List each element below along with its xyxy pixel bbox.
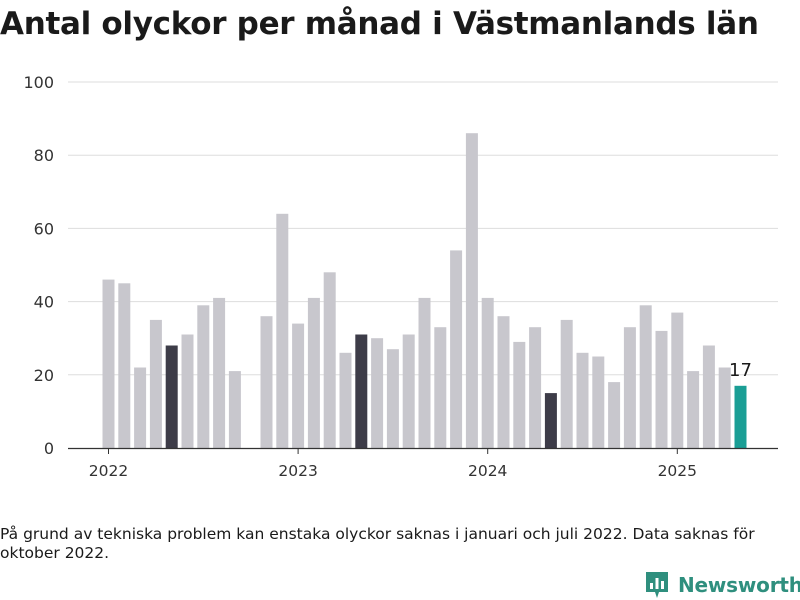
bar-chart: 0 20 40 60 80 100 2022 2023 2024 2025 17 xyxy=(23,73,778,480)
bar xyxy=(102,279,115,448)
bar xyxy=(544,393,557,448)
bar xyxy=(465,133,478,448)
bar xyxy=(165,345,178,448)
bar xyxy=(181,334,194,448)
bar xyxy=(702,345,715,448)
bar xyxy=(592,356,605,448)
bar xyxy=(671,312,684,448)
x-tick-label: 2025 xyxy=(658,462,697,480)
brand-name: Newsworthy xyxy=(678,573,800,597)
bar-chart-bubble-icon xyxy=(646,572,668,598)
bar xyxy=(497,316,510,448)
bar xyxy=(213,297,226,448)
bar xyxy=(450,250,463,448)
y-tick-label: 100 xyxy=(23,73,54,92)
x-tick-label: 2023 xyxy=(278,462,317,480)
bar xyxy=(149,319,162,448)
footnote: På grund av tekniska problem kan enstaka… xyxy=(0,525,755,562)
bar xyxy=(355,334,368,448)
bar xyxy=(434,327,447,448)
brand-logo: Newsworthy xyxy=(644,570,800,600)
bar xyxy=(576,352,589,448)
bar xyxy=(307,297,320,448)
bar xyxy=(371,338,384,448)
x-tick-label: 2024 xyxy=(468,462,507,480)
bar xyxy=(608,382,621,448)
bar-value-label: 17 xyxy=(729,360,752,381)
bar xyxy=(118,283,131,448)
bar xyxy=(481,297,494,448)
y-tick-label: 60 xyxy=(34,219,54,238)
bar xyxy=(513,341,526,448)
bar xyxy=(260,316,273,448)
bar xyxy=(734,385,747,448)
bar xyxy=(339,352,352,448)
y-tick-label: 80 xyxy=(34,146,54,165)
bar xyxy=(560,319,573,448)
bar xyxy=(718,367,731,448)
bar xyxy=(418,297,431,448)
bar xyxy=(687,371,700,448)
bar xyxy=(228,371,241,448)
bar xyxy=(623,327,636,448)
bar xyxy=(276,213,289,448)
bar xyxy=(402,334,415,448)
bar xyxy=(134,367,147,448)
y-tick-label: 20 xyxy=(34,366,54,385)
y-tick-label: 0 xyxy=(44,439,54,458)
bar xyxy=(197,305,210,448)
bar xyxy=(292,323,305,448)
bar xyxy=(386,349,399,448)
bar xyxy=(655,330,668,448)
chart-title: Antal olyckor per månad i Västmanlands l… xyxy=(0,6,759,42)
y-tick-label: 40 xyxy=(34,293,54,312)
bar xyxy=(639,305,652,448)
bar xyxy=(323,272,336,448)
x-tick-label: 2022 xyxy=(89,462,128,480)
bar xyxy=(529,327,542,448)
